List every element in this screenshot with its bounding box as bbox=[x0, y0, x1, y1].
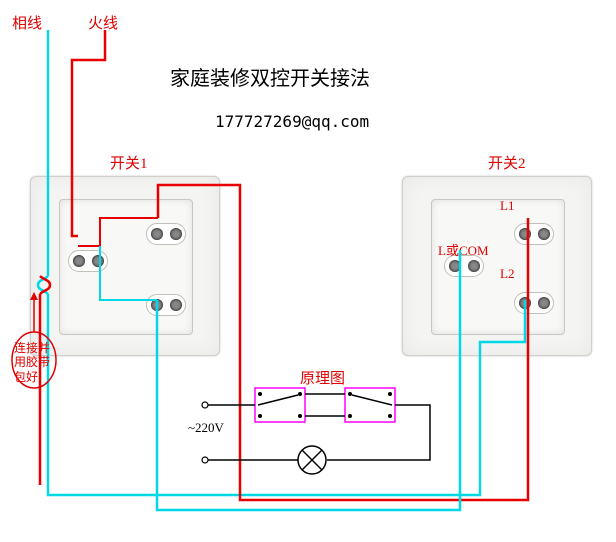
switch2-inner bbox=[431, 199, 565, 335]
lamp-icon bbox=[298, 446, 326, 474]
lcom-label: L或COM bbox=[438, 240, 489, 259]
terminal-hole bbox=[449, 260, 461, 272]
terminal-hole bbox=[73, 255, 85, 267]
schematic-contact bbox=[258, 395, 298, 405]
schematic-wire bbox=[327, 405, 430, 460]
switch1-l2-terminal bbox=[146, 294, 186, 316]
terminal-hole bbox=[519, 228, 531, 240]
voltage-label: ~220V bbox=[188, 420, 224, 436]
connection-note: 连接并 用胶带 包好 bbox=[14, 341, 50, 384]
schematic-contact bbox=[352, 395, 392, 405]
page-title: 家庭装修双控开关接法 bbox=[170, 62, 370, 91]
terminal-hole bbox=[538, 228, 550, 240]
switch1-com-terminal bbox=[68, 250, 108, 272]
l1-label: L1 bbox=[500, 198, 514, 214]
terminal-hole bbox=[151, 228, 163, 240]
switch2-l2-terminal bbox=[514, 292, 554, 314]
lamp-cross bbox=[302, 450, 322, 470]
switch1-label: 开关1 bbox=[110, 152, 148, 173]
terminal-hole bbox=[170, 299, 182, 311]
terminal-hole bbox=[151, 299, 163, 311]
terminal-hole bbox=[468, 260, 480, 272]
schematic-label: 原理图 bbox=[300, 367, 345, 388]
phase-line-label: 相线 bbox=[12, 12, 42, 33]
switch1-l1-terminal bbox=[146, 223, 186, 245]
live-line-label: 火线 bbox=[88, 12, 118, 33]
switch2-l1-terminal bbox=[514, 223, 554, 245]
terminal-hole bbox=[538, 297, 550, 309]
schematic-switch-1 bbox=[255, 388, 305, 422]
terminal-hole bbox=[92, 255, 104, 267]
schematic-switch-2 bbox=[345, 388, 395, 422]
l2-label: L2 bbox=[500, 266, 514, 282]
switch2-label: 开关2 bbox=[488, 152, 526, 173]
email: 177727269@qq.com bbox=[215, 112, 369, 131]
switch-box-1 bbox=[30, 176, 220, 356]
terminal-hole bbox=[519, 297, 531, 309]
terminal-hole bbox=[170, 228, 182, 240]
schematic-terminal bbox=[202, 402, 208, 408]
switch-box-2 bbox=[402, 176, 592, 356]
switch1-inner bbox=[59, 199, 193, 335]
schematic-terminal bbox=[202, 457, 208, 463]
